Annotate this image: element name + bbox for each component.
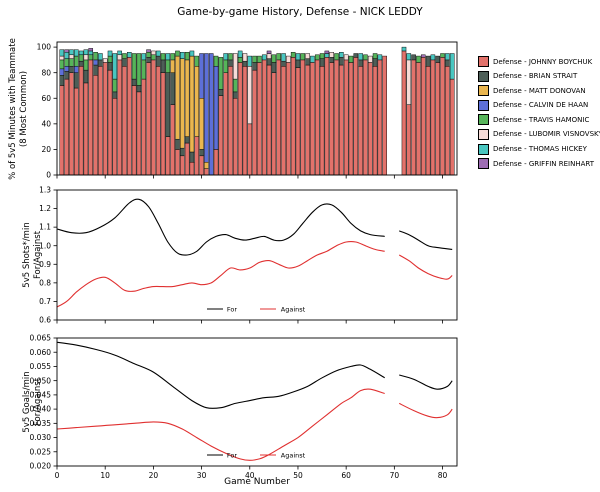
svg-text:10: 10 (100, 471, 110, 480)
goals-y-axis-label: 5v5 Goals/min For/Against (22, 371, 43, 433)
svg-text:For: For (227, 305, 237, 313)
svg-text:0.060: 0.060 (30, 348, 52, 357)
svg-text:0.040: 0.040 (30, 405, 52, 414)
svg-text:100: 100 (37, 43, 52, 52)
line-for (56, 198, 453, 256)
legend-swatch (478, 143, 489, 155)
line-against (56, 388, 453, 461)
legend-label: Defense - GRIFFIN REINHART (493, 159, 595, 168)
legend-item: Defense - BRIAN STRAIT (478, 70, 600, 82)
svg-text:0.055: 0.055 (30, 362, 52, 371)
legend-label: Defense - TRAVIS HAMONIC (493, 115, 590, 124)
figure-title: Game-by-game History, Defense - NICK LED… (177, 6, 423, 18)
svg-text:0.9: 0.9 (39, 260, 51, 269)
svg-text:0.030: 0.030 (30, 433, 52, 442)
legend-label: Defense - BRIAN STRAIT (493, 72, 578, 81)
svg-text:40: 40 (245, 471, 255, 480)
legend-label: Defense - THOMAS HICKEY (493, 145, 587, 154)
legend-swatch (478, 56, 489, 67)
goals-chart: 0.020 0.025 0.030 0.035 0.040 0.045 0.050 0.055… (30, 334, 458, 480)
svg-text:20: 20 (41, 145, 51, 154)
legend-swatch (478, 114, 489, 126)
teammates-chart: 0 20 40 60 80 100 (37, 41, 458, 180)
shots-chart: 0.6 0.7 0.8 0.9 1.0 1.1 1.2 1.3 For Against (39, 186, 458, 325)
svg-text:60: 60 (41, 94, 51, 103)
svg-text:0: 0 (46, 171, 51, 180)
svg-text:Against: Against (281, 305, 306, 313)
svg-text:0.035: 0.035 (30, 419, 52, 428)
svg-text:0.7: 0.7 (39, 297, 51, 306)
svg-text:Against: Against (281, 451, 306, 459)
legend-label: Defense - MATT DONOVAN (493, 86, 586, 95)
legend-item: Defense - GRIFFIN REINHART (478, 158, 600, 170)
legend-item: Defense - TRAVIS HAMONIC (478, 114, 600, 126)
legend-item: Defense - MATT DONOVAN (478, 85, 600, 97)
teammates-y-axis-label: % of 5v5 Minutes with Teammate (8 Most C… (8, 38, 29, 180)
legend-item: Defense - THOMAS HICKEY (478, 143, 600, 155)
svg-text:1.3: 1.3 (39, 186, 51, 195)
svg-text:1.2: 1.2 (39, 204, 51, 213)
legend-swatch (478, 128, 489, 140)
legend-swatch (478, 99, 489, 111)
svg-text:0.050: 0.050 (30, 376, 52, 385)
svg-text:0.8: 0.8 (39, 278, 51, 287)
svg-text:70: 70 (390, 471, 400, 480)
svg-text:0.045: 0.045 (30, 390, 52, 399)
legend-item: Defense - LUBOMIR VISNOVSKY (478, 128, 600, 140)
x-axis-label: Game Number (224, 477, 290, 487)
svg-text:50: 50 (293, 471, 303, 480)
svg-text:80: 80 (438, 471, 448, 480)
line-for (56, 341, 453, 409)
legend-swatch (478, 158, 489, 170)
svg-text:0.6: 0.6 (39, 316, 51, 325)
svg-text:30: 30 (197, 471, 207, 480)
stacked-bars (59, 46, 455, 176)
svg-text:1.1: 1.1 (39, 223, 51, 232)
legend-swatch (478, 70, 489, 82)
svg-text:1.0: 1.0 (39, 241, 51, 250)
legend-item: Defense - JOHNNY BOYCHUK (478, 56, 600, 67)
svg-text:0.025: 0.025 (30, 447, 52, 456)
svg-text:0: 0 (55, 471, 60, 480)
svg-text:20: 20 (149, 471, 159, 480)
svg-text:0.065: 0.065 (30, 334, 52, 343)
line-against (56, 241, 453, 308)
svg-text:80: 80 (41, 68, 51, 77)
legend-item: Defense - CALVIN DE HAAN (478, 99, 600, 111)
svg-text:60: 60 (341, 471, 351, 480)
legend-label: Defense - JOHNNY BOYCHUK (493, 57, 593, 66)
legend-label: Defense - CALVIN DE HAAN (493, 101, 589, 110)
svg-text:40: 40 (41, 119, 51, 128)
teammates-legend: Defense - JOHNNY BOYCHUK Defense - BRIAN … (478, 56, 600, 173)
legend-swatch (478, 85, 489, 97)
svg-text:For: For (227, 451, 237, 459)
legend-label: Defense - LUBOMIR VISNOVSKY (493, 130, 600, 139)
svg-text:0.020: 0.020 (30, 462, 52, 471)
